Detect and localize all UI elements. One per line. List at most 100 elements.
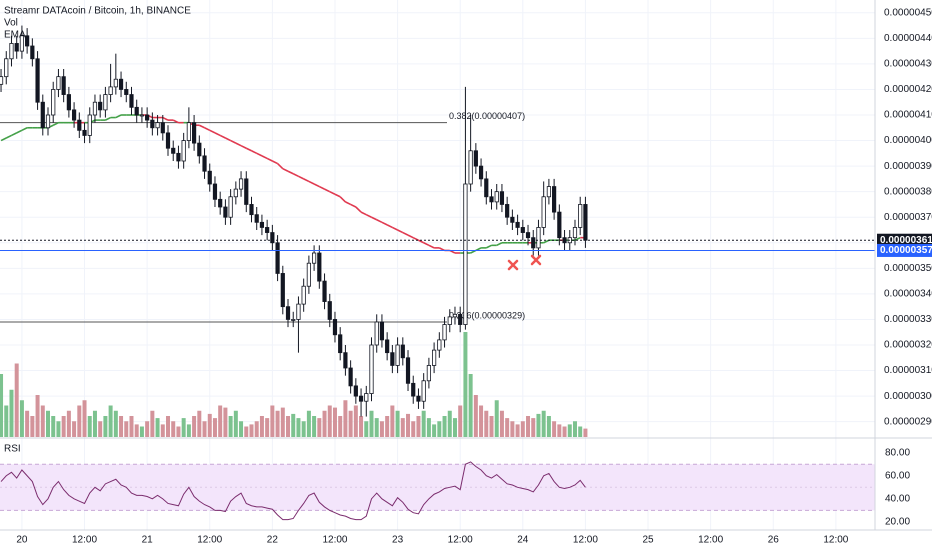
volume-bar [176, 426, 181, 437]
candle-body [259, 221, 265, 228]
ema-line [230, 139, 237, 144]
ema-line [52, 121, 59, 126]
candle-body [505, 204, 510, 218]
volume-bar [233, 410, 238, 437]
volume-bar [51, 416, 56, 437]
candle-body [197, 142, 202, 157]
candle-body [228, 196, 233, 218]
candle-body [118, 78, 124, 90]
volume-bar [249, 424, 254, 437]
volume-bar [259, 416, 264, 437]
volume-bar [218, 405, 223, 437]
candle-body [108, 86, 113, 95]
x-tick-label: 12:00 [823, 535, 848, 546]
volume-bar [160, 424, 165, 437]
rsi-tick-label: 80.00 [885, 447, 910, 458]
candle-body [25, 35, 30, 47]
volume-bar [421, 410, 426, 437]
candle-body [520, 227, 525, 233]
volume-bar [468, 374, 473, 437]
candle-body [405, 357, 411, 384]
candle-body [87, 114, 92, 136]
candle-body [322, 280, 327, 302]
volume-bar [332, 407, 337, 437]
ema-line [256, 152, 263, 157]
candle-body [176, 152, 181, 162]
candle-body [150, 119, 155, 129]
candle-body [463, 183, 468, 325]
candle-body [280, 273, 285, 308]
volume-bar [557, 424, 562, 437]
candle-body [478, 165, 484, 180]
candle-body [531, 237, 536, 249]
ema-legend: EMA [4, 30, 26, 41]
volume-bar [98, 421, 103, 437]
ema-line [245, 147, 252, 152]
volume-bar [494, 400, 499, 437]
candle-body [145, 114, 150, 121]
volume-bar [322, 410, 327, 437]
volume-bar [265, 418, 270, 437]
ema-line [282, 167, 289, 172]
candle-body [51, 89, 56, 116]
y-tick-label: 0.00000350 [884, 263, 932, 274]
candle-body [103, 94, 108, 111]
x-tick-label: 25 [642, 535, 654, 546]
candle-body [207, 170, 212, 185]
candle-body [353, 385, 358, 397]
rsi-tick-label: 20.00 [885, 517, 910, 528]
candle-body [186, 122, 191, 141]
candle-body [129, 94, 134, 108]
volume-bar [286, 416, 291, 437]
candle-body [395, 344, 400, 366]
candle-body [510, 216, 515, 223]
volume-bar [87, 416, 92, 437]
ema-line [574, 236, 581, 241]
volume-bar [317, 418, 322, 437]
y-tick-label: 0.00000370 [884, 212, 932, 223]
ema-line [16, 129, 23, 134]
volume-bar [426, 418, 431, 437]
volume-bar [473, 395, 478, 437]
candle-body [296, 303, 301, 320]
candle-body [0, 76, 4, 85]
candle-body [416, 395, 421, 402]
volume-bar [4, 405, 9, 437]
candle-body [181, 140, 186, 162]
volume-bar [124, 421, 129, 437]
y-tick-label: 0.00000410 [884, 110, 932, 121]
candle-body [66, 94, 71, 111]
candle-body [82, 129, 87, 136]
candle-body [301, 285, 306, 305]
candle-body [113, 78, 118, 88]
volume-bar [296, 418, 301, 437]
candle-body [484, 178, 489, 198]
volume-bar [239, 421, 244, 437]
y-tick-label: 0.00000340 [884, 289, 932, 300]
ema-line [350, 203, 357, 208]
ema-line [162, 116, 169, 121]
volume-bar [103, 416, 108, 437]
candle-body [19, 35, 25, 52]
volume-bar [40, 405, 45, 437]
volume-bar [447, 410, 452, 437]
x-tick-label: 12:00 [72, 535, 97, 546]
x-tick-label: 12:00 [448, 535, 473, 546]
volume-bar [166, 416, 171, 437]
volume-bar [369, 410, 374, 437]
ema-line [198, 124, 205, 129]
candle-body [447, 316, 452, 325]
volume-bar [56, 421, 61, 437]
volume-bar [35, 395, 40, 437]
ema-line [334, 193, 341, 198]
candle-body [40, 101, 45, 129]
ema-line [261, 155, 268, 160]
volume-bar [583, 428, 588, 437]
ema-line [324, 188, 331, 193]
candle-body [348, 367, 353, 387]
candle-body [45, 114, 51, 129]
volume-bar [406, 413, 411, 437]
volume-bar [129, 416, 134, 437]
candle-body [56, 76, 61, 90]
candle-body [437, 339, 442, 351]
